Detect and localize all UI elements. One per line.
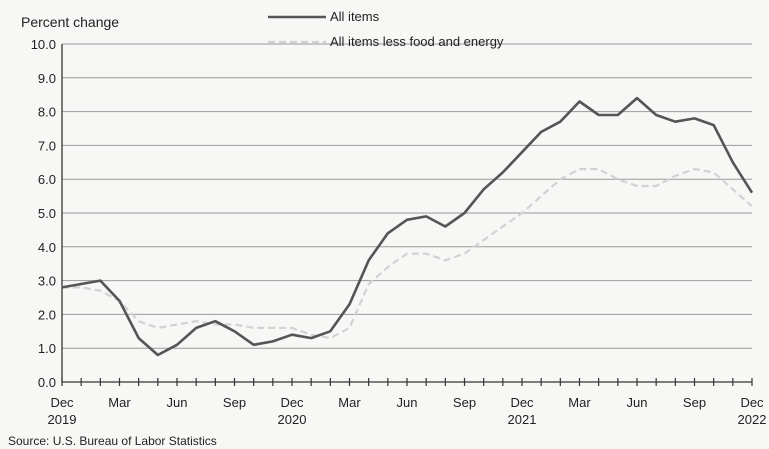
y-tick-label: 4.0 — [38, 240, 56, 255]
y-tick-label: 8.0 — [38, 105, 56, 120]
y-tick-label: 2.0 — [38, 307, 56, 322]
x-tick-label: Jun — [397, 395, 418, 410]
x-tick-label: Mar — [568, 395, 591, 410]
x-tick-label: Dec — [280, 395, 304, 410]
y-tick-label: 7.0 — [38, 138, 56, 153]
y-tick-label: 9.0 — [38, 71, 56, 86]
y-tick-label: 0.0 — [38, 375, 56, 390]
x-tick-label: Mar — [108, 395, 131, 410]
x-tick-label: Sep — [683, 395, 706, 410]
axes: 0.0 1.0 2.0 3.0 4.0 5.0 6.0 7.0 8.0 9.0 10.0 Dec 201… — [31, 37, 767, 427]
x-tick-label: Dec — [50, 395, 74, 410]
grid — [62, 43, 752, 349]
series-line-core — [62, 168, 753, 340]
x-tick-year-label: 2022 — [738, 412, 767, 427]
legend-label-core: All items less food and energy — [330, 34, 504, 49]
series-line-all-items — [61, 96, 754, 357]
x-tick-label: Dec — [740, 395, 764, 410]
x-tick-label: Jun — [167, 395, 188, 410]
x-tick-label: Jun — [627, 395, 648, 410]
x-tick-year-label: 2019 — [48, 412, 77, 427]
x-tick-label: Dec — [510, 395, 534, 410]
legend-label-all-items: All items — [330, 9, 380, 24]
y-axis-title: Percent change — [21, 14, 119, 30]
source-note: Source: U.S. Bureau of Labor Statistics — [8, 434, 217, 448]
x-tick-label: Sep — [223, 395, 246, 410]
y-tick-label: 5.0 — [38, 206, 56, 221]
legend: All items All items less food and energy — [268, 9, 504, 49]
y-tick-label: 3.0 — [38, 274, 56, 289]
series — [61, 96, 754, 357]
x-tick-year-label: 2021 — [508, 412, 537, 427]
y-tick-label: 1.0 — [38, 341, 56, 356]
x-tick-year-label: 2020 — [278, 412, 307, 427]
x-tick-label: Mar — [338, 395, 361, 410]
y-tick-label: 10.0 — [31, 37, 56, 52]
y-tick-label: 6.0 — [38, 172, 56, 187]
x-tick-label: Sep — [453, 395, 476, 410]
